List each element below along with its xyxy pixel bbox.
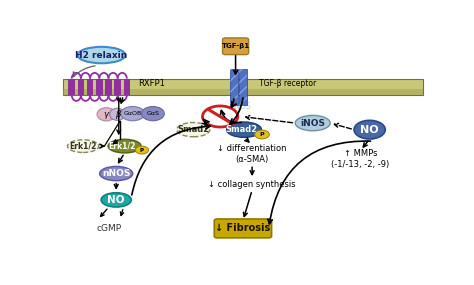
Text: TGF-β receptor: TGF-β receptor <box>259 79 317 88</box>
FancyBboxPatch shape <box>105 79 112 95</box>
FancyBboxPatch shape <box>239 69 247 105</box>
Text: ↓ collagen synthesis: ↓ collagen synthesis <box>208 180 296 189</box>
Text: ↓ differentiation
(α-SMA): ↓ differentiation (α-SMA) <box>218 144 287 164</box>
Ellipse shape <box>121 107 145 121</box>
FancyBboxPatch shape <box>114 79 121 95</box>
Ellipse shape <box>97 108 116 121</box>
FancyBboxPatch shape <box>214 219 272 238</box>
FancyBboxPatch shape <box>230 69 238 105</box>
FancyBboxPatch shape <box>63 89 423 95</box>
Text: NO: NO <box>360 125 379 135</box>
Ellipse shape <box>177 123 210 137</box>
FancyBboxPatch shape <box>222 38 249 55</box>
Text: ↑ MMPs
(-1/-13, -2, -9): ↑ MMPs (-1/-13, -2, -9) <box>331 149 390 169</box>
Text: Erk1/2: Erk1/2 <box>109 142 136 150</box>
FancyBboxPatch shape <box>68 79 75 95</box>
Ellipse shape <box>108 139 141 153</box>
Text: iNOS: iNOS <box>300 119 325 128</box>
Text: GαOB: GαOB <box>124 111 142 116</box>
Ellipse shape <box>227 122 262 137</box>
Ellipse shape <box>354 120 385 139</box>
FancyBboxPatch shape <box>63 79 423 95</box>
Text: TGF-β1: TGF-β1 <box>221 43 250 49</box>
Ellipse shape <box>67 140 99 152</box>
FancyBboxPatch shape <box>87 79 93 95</box>
Circle shape <box>202 106 238 127</box>
Text: P: P <box>140 148 144 152</box>
Ellipse shape <box>101 193 131 207</box>
Text: RXFP1: RXFP1 <box>138 79 165 88</box>
Text: P: P <box>260 132 264 137</box>
Circle shape <box>135 146 148 154</box>
Text: cGMP: cGMP <box>96 224 121 233</box>
Ellipse shape <box>295 115 330 131</box>
FancyBboxPatch shape <box>78 79 84 95</box>
Text: Smad2: Smad2 <box>177 125 210 134</box>
Text: NO: NO <box>108 195 125 205</box>
Text: iNOS: iNOS <box>232 102 250 111</box>
Text: Erk1/2: Erk1/2 <box>69 142 97 150</box>
Text: GαS: GαS <box>146 111 159 116</box>
Circle shape <box>255 130 269 139</box>
FancyBboxPatch shape <box>124 79 130 95</box>
Ellipse shape <box>78 47 125 63</box>
Text: ↓ Fibrosis: ↓ Fibrosis <box>215 223 271 233</box>
Ellipse shape <box>109 108 125 120</box>
Text: nNOS: nNOS <box>102 169 130 178</box>
Text: β: β <box>115 110 120 119</box>
Text: γ: γ <box>104 110 109 119</box>
FancyBboxPatch shape <box>96 79 102 95</box>
Text: H2 relaxin: H2 relaxin <box>75 50 128 60</box>
Text: Smad2: Smad2 <box>226 125 257 134</box>
Ellipse shape <box>142 107 164 121</box>
Ellipse shape <box>100 166 133 181</box>
